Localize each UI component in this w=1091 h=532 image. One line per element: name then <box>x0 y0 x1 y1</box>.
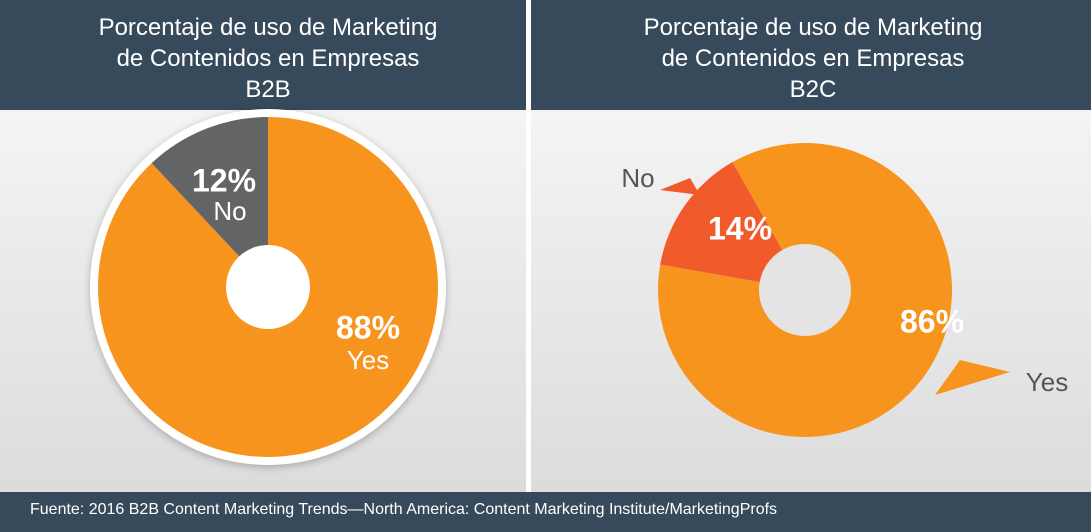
callout-tail <box>935 360 1010 395</box>
value-label: 86% <box>900 303 964 339</box>
category-label: No <box>621 163 654 193</box>
category-label: Yes <box>1026 367 1068 397</box>
category-label: No <box>213 196 246 226</box>
pie-hole <box>226 245 310 329</box>
pie-slice <box>660 162 805 290</box>
category-label: Yes <box>347 345 389 375</box>
value-label: 88% <box>336 309 400 345</box>
callout-tail <box>660 178 700 195</box>
pie-slice <box>151 117 268 287</box>
value-label: 14% <box>708 210 772 246</box>
source: Fuente: 2016 B2B Content Marketing Trend… <box>30 501 778 518</box>
chart-title: Porcentaje de uso de Marketing de Conten… <box>643 14 983 103</box>
chart-title: Porcentaje de uso de Marketing de Conten… <box>98 14 438 103</box>
pie-hole <box>759 244 851 336</box>
divider <box>526 0 531 492</box>
value-label: 12% <box>192 162 256 198</box>
